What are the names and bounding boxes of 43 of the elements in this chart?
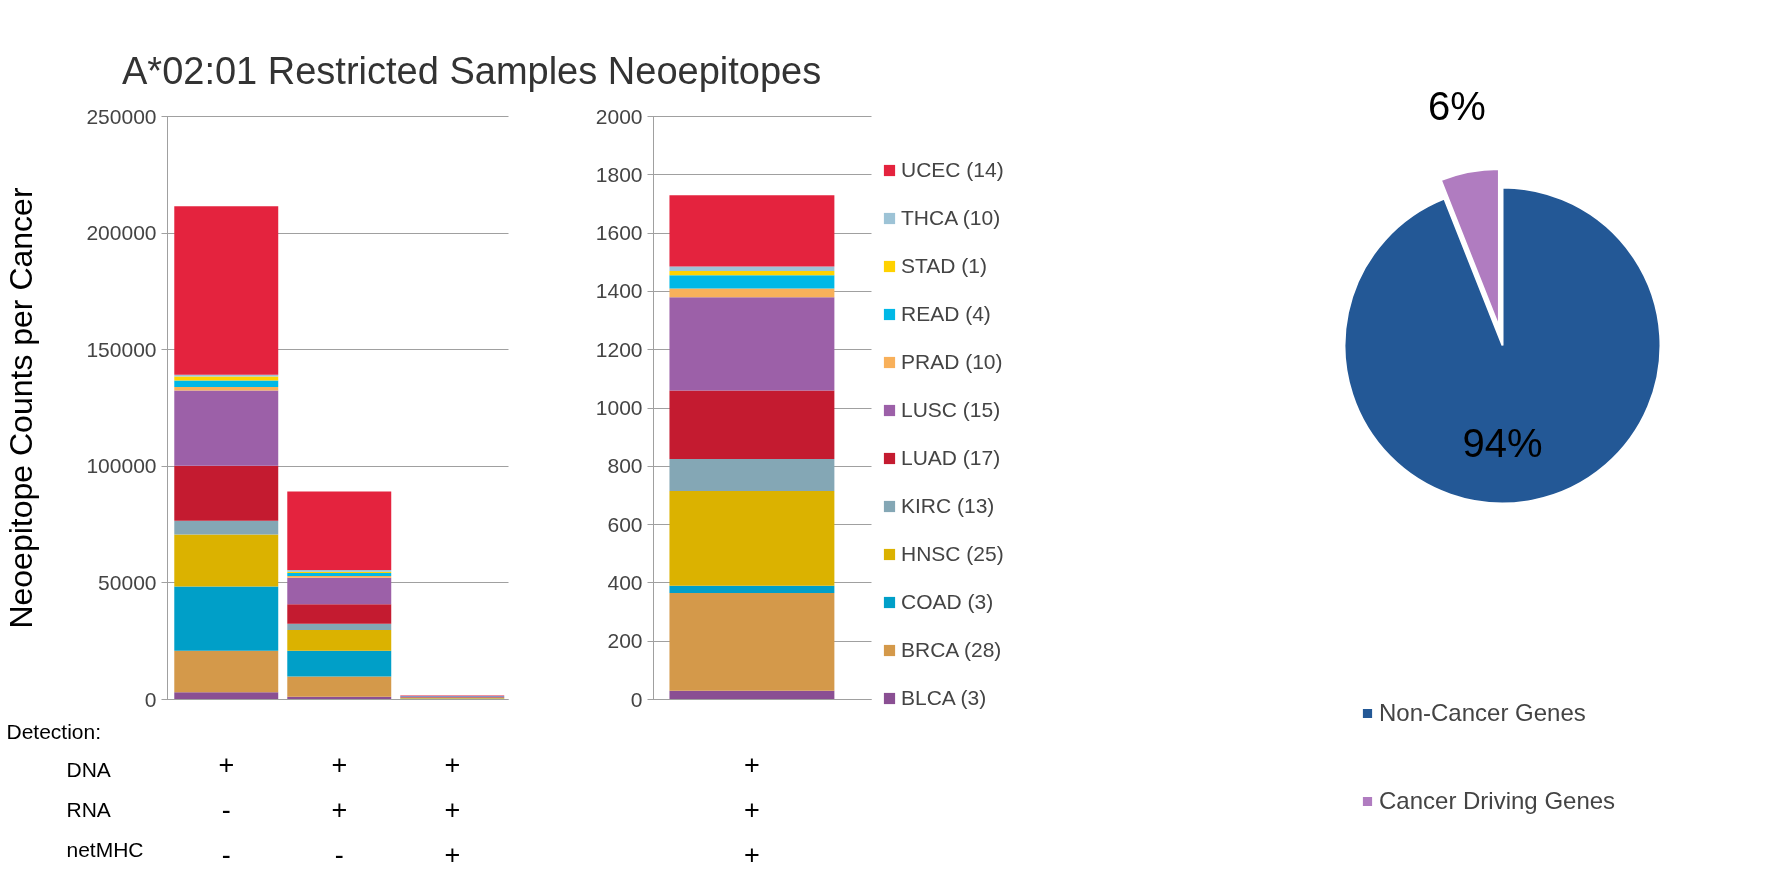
y-tick-label: 0 [630,687,643,711]
y-tick-label: 200000 [86,221,157,245]
text: RNA [66,798,111,821]
data-label: 94% [1462,421,1543,466]
text: netMHC [66,838,144,861]
y-tick-label: 600 [607,512,643,536]
y-tick-label: 150000 [86,337,157,361]
y-axis-title: Neoepitope Counts per Cancer [2,187,39,629]
y-tick-label: 1600 [595,221,643,245]
y-tick-label: 0 [144,687,157,711]
legend-label: BRCA (28) [901,638,1002,662]
legend-label: LUSC (15) [901,398,1001,422]
legend-label: COAD (3) [901,590,994,614]
text: DNA [66,758,111,781]
legend-label: HNSC (25) [901,542,1004,566]
legend-label: PRAD (10) [901,350,1003,374]
legend-label: THCA (10) [901,206,1001,230]
y-tick-label: 800 [607,454,643,478]
chart-title: A*02:01 Restricted Samples Neoepitopes [122,49,822,94]
legend-label: STAD (1) [901,254,987,278]
text: Detection: [6,720,102,743]
legend-label: UCEC (14) [901,158,1004,182]
y-tick-label: 1200 [595,337,643,361]
x-tick-label: + + + [444,749,461,870]
legend-label: KIRC (13) [901,494,995,518]
data-label: 6% [1428,84,1486,129]
x-tick-label: + + - [331,749,348,870]
y-tick-label: 1000 [595,396,643,419]
y-tick-label: 1400 [595,279,643,303]
legend-label: Cancer Driving Genes [1379,787,1616,815]
y-tick-label: 100000 [86,454,157,478]
legend-label: BLCA (3) [901,686,987,710]
legend-label: Non-Cancer Genes [1379,699,1586,727]
x-tick-label: + + + [744,749,760,870]
y-tick-label: 50000 [98,570,157,594]
y-tick-label: 2000 [595,104,643,128]
legend-label: READ (4) [901,302,991,326]
y-tick-label: 400 [607,570,643,594]
y-tick-label: 250000 [86,104,157,128]
legend-label: LUAD (17) [901,446,1001,470]
x-tick-label: + - - [218,749,235,870]
y-tick-label: 200 [607,629,643,653]
y-tick-label: 1800 [595,162,643,186]
